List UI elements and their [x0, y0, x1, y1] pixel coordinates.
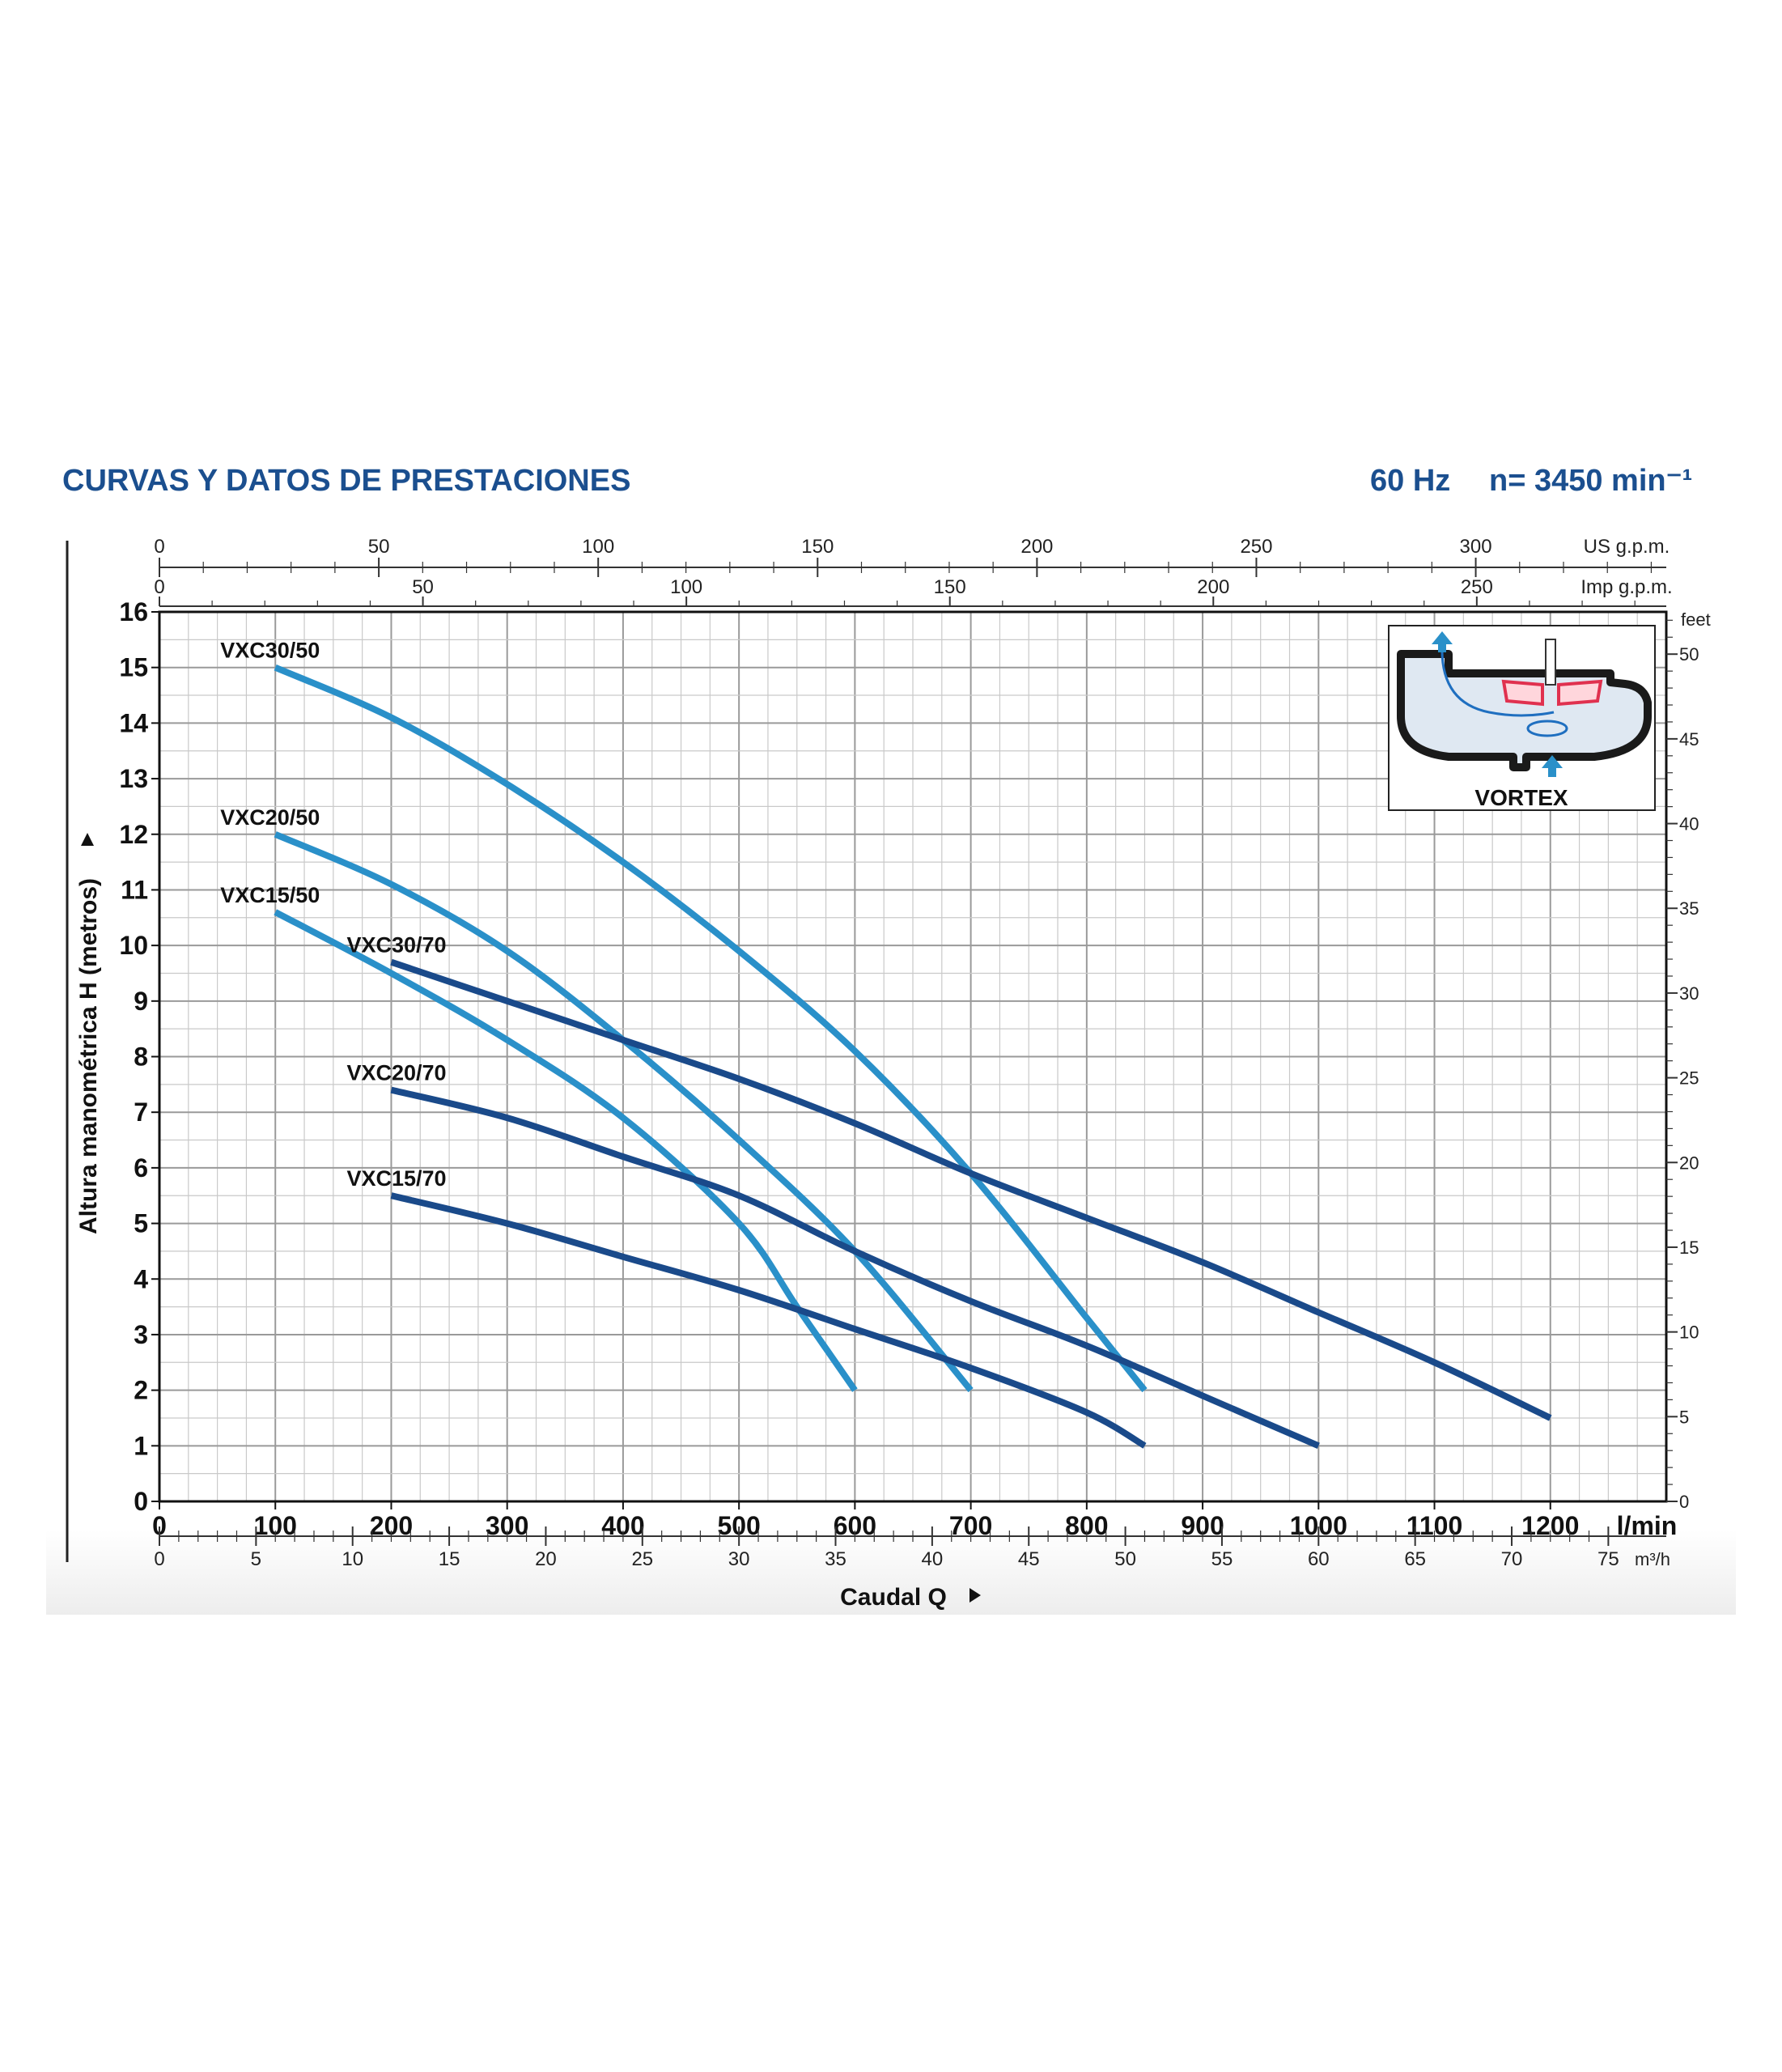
y-tick-label: 8 [134, 1042, 148, 1072]
feet-tick-label: 5 [1679, 1407, 1689, 1427]
y-tick-label: 3 [134, 1320, 148, 1349]
us-gpm-tick-label: 100 [582, 536, 614, 558]
axes: 0 100 200 300 400 500 600 700 800 900 1000 1100 1200… [75, 536, 1711, 1611]
us-gpm-tick-label: 300 [1460, 536, 1492, 558]
frequency-label: 60 Hz [1370, 464, 1450, 498]
feet-tick-label: 30 [1679, 983, 1699, 1004]
us-gpm-tick-label: 0 [154, 536, 164, 558]
feet-tick-label: 0 [1679, 1492, 1689, 1512]
feet-tick-label: 15 [1679, 1238, 1699, 1258]
series-label: VXC15/50 [220, 883, 320, 907]
m3h-tick-label: 35 [825, 1548, 846, 1570]
feet-tick-label: 25 [1679, 1068, 1699, 1089]
us-gpm-tick-label: 250 [1240, 536, 1272, 558]
series-line-vxc30-70 [390, 958, 1552, 1421]
y-tick-label: 15 [119, 653, 148, 682]
feet-unit-label: feet [1681, 609, 1711, 630]
imp-gpm-unit-label: Imp g.p.m. [1580, 576, 1672, 598]
series-line-vxc15-70 [390, 1192, 1147, 1449]
series-label: VXC20/70 [346, 1061, 446, 1085]
x-axis-title: Caudal Q [840, 1584, 947, 1611]
feet-tick-label: 45 [1679, 729, 1699, 749]
inset-label: VORTEX [1474, 785, 1568, 810]
vortex-flow-path [1440, 645, 1555, 717]
series-label: VXC20/50 [220, 805, 320, 830]
y-tick-label: 7 [134, 1098, 148, 1127]
series-label: VXC30/70 [346, 933, 446, 957]
m3h-tick-label: 40 [922, 1548, 944, 1570]
bottom-fade [46, 1530, 1736, 1615]
series-label: VXC30/50 [220, 639, 320, 663]
m3h-tick-label: 50 [1114, 1548, 1136, 1570]
y-tick-label: 5 [134, 1209, 148, 1238]
vortex-swirl [1526, 720, 1568, 737]
us-gpm-tick-label: 200 [1020, 536, 1053, 558]
series-line-vxc20-70 [390, 1086, 1320, 1449]
y-tick-label: 4 [134, 1264, 148, 1293]
y-tick-label: 9 [134, 987, 148, 1016]
m3h-tick-label: 60 [1308, 1548, 1330, 1570]
page-title: CURVAS Y DATOS DE PRESTACIONES [62, 464, 630, 498]
imp-gpm-tick-label: 50 [412, 576, 434, 598]
y-tick-label: 2 [134, 1376, 148, 1405]
us-gpm-tick-label: 150 [801, 536, 834, 558]
y-axis-title: Altura manométrica H (metros) [75, 878, 102, 1234]
y-axis-arrow-icon [81, 833, 94, 846]
m3h-tick-label: 55 [1211, 1548, 1233, 1570]
us-gpm-tick-label: 50 [368, 536, 390, 558]
feet-tick-label: 50 [1679, 644, 1699, 664]
m3h-tick-label: 75 [1597, 1548, 1619, 1570]
series-labels: VXC30/50 VXC20/50 VXC15/50 VXC30/70 VXC20/70… [220, 639, 446, 1191]
impeller-shaft [1545, 639, 1556, 686]
m3h-tick-label: 65 [1404, 1548, 1426, 1570]
y-tick-label: 12 [119, 820, 148, 849]
m3h-tick-label: 25 [631, 1548, 653, 1570]
us-gpm-unit-label: US g.p.m. [1584, 536, 1670, 558]
y-tick-label: 10 [119, 931, 148, 960]
inset-vortex: VORTEX [1388, 625, 1656, 811]
m3h-tick-label: 30 [728, 1548, 750, 1570]
x-axis-arrow-icon [969, 1588, 981, 1603]
imp-gpm-tick-label: 200 [1197, 576, 1229, 598]
imp-gpm-tick-label: 0 [154, 576, 164, 598]
y-tick-label: 13 [119, 764, 148, 793]
m3h-tick-label: 0 [154, 1548, 164, 1570]
m3h-tick-label: 45 [1018, 1548, 1040, 1570]
pump-casing-shape [1397, 650, 1652, 771]
imp-gpm-tick-label: 100 [670, 576, 702, 598]
y-tick-label: 16 [119, 597, 148, 626]
m3h-tick-label: 70 [1501, 1548, 1523, 1570]
y-tick-label: 0 [134, 1487, 148, 1516]
imp-gpm-tick-label: 250 [1461, 576, 1493, 598]
arrow-up-inlet-icon [1542, 755, 1563, 777]
y-tick-label: 1 [134, 1431, 148, 1460]
grid [159, 612, 1666, 1501]
m3h-tick-label: 5 [251, 1548, 261, 1570]
m3h-tick-label: 15 [439, 1548, 460, 1570]
series-lines [274, 664, 1552, 1449]
imp-gpm-tick-label: 150 [934, 576, 966, 598]
feet-tick-label: 20 [1679, 1153, 1699, 1173]
feet-tick-label: 40 [1679, 814, 1699, 834]
feet-tick-label: 10 [1679, 1323, 1699, 1343]
speed-label: n= 3450 min⁻¹ [1489, 464, 1692, 498]
m3h-tick-label: 10 [342, 1548, 363, 1570]
feet-tick-label: 35 [1679, 898, 1699, 919]
y-tick-label: 6 [134, 1153, 148, 1182]
x-tick-label: 0 [152, 1511, 167, 1540]
m3h-tick-label: 20 [535, 1548, 557, 1570]
arrow-up-outlet-icon [1432, 631, 1453, 652]
impeller-blades [1501, 679, 1603, 707]
y-tick-label: 11 [121, 875, 148, 904]
m3h-unit-label: m³/h [1635, 1549, 1670, 1569]
series-label: VXC15/70 [346, 1166, 446, 1191]
series-line-vxc30-50 [274, 664, 1148, 1393]
y-tick-label: 14 [119, 708, 148, 737]
